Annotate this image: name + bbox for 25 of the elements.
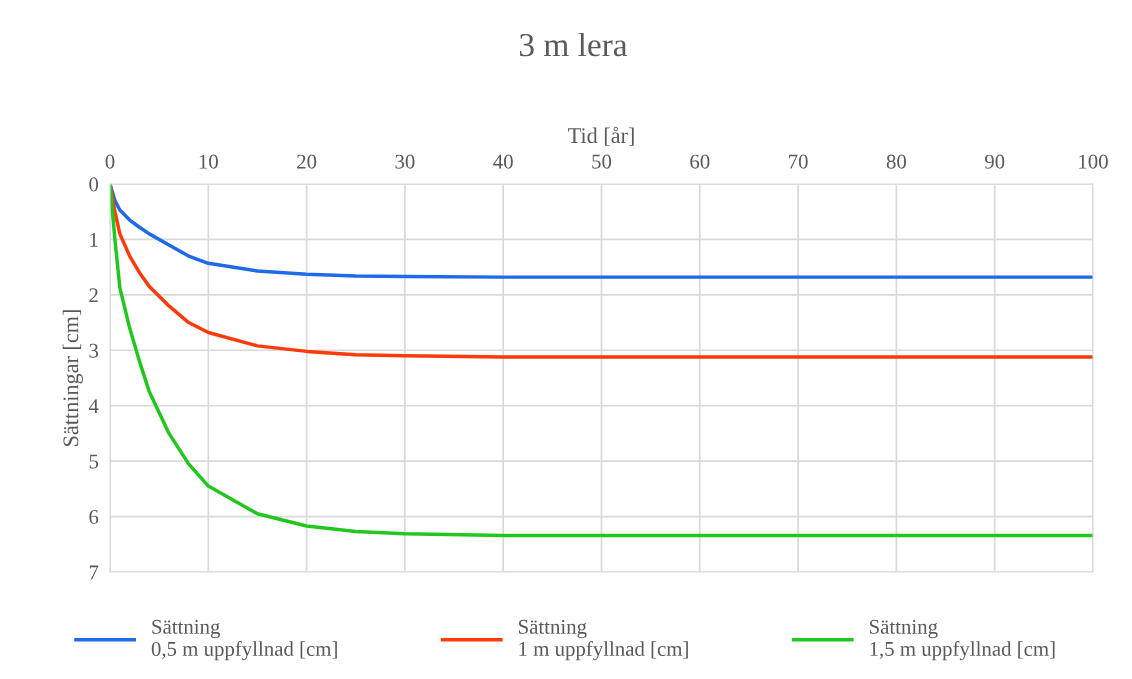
- legend-label: Sättning 1,5 m uppfyllnad [cm]: [869, 619, 1055, 661]
- x-tick-label: 80: [886, 154, 907, 169]
- x-tick-label: 60: [690, 154, 710, 169]
- y-tick-label: 2: [89, 288, 98, 303]
- x-tick-label: 10: [199, 154, 218, 169]
- x-tick-label: 20: [297, 154, 317, 169]
- x-tick-label: 0: [105, 154, 115, 169]
- x-tick-label: 100: [1079, 154, 1108, 169]
- legend-label: Sättning 0,5 m uppfyllnad [cm]: [151, 619, 337, 661]
- y-tick-label: 6: [89, 510, 99, 524]
- y-axis-title: Sättningar [cm]: [62, 310, 83, 446]
- legend-label: Sättning 1 m uppfyllnad [cm]: [518, 619, 688, 661]
- y-tick-label: 4: [88, 399, 99, 413]
- x-tick-label: 30: [395, 154, 415, 169]
- x-tick-label: 90: [984, 154, 1005, 169]
- y-tick-label: 1: [90, 232, 98, 247]
- chart-title: 3 m lera: [519, 32, 628, 57]
- x-axis-title: Tid [år]: [568, 126, 634, 146]
- x-tick-label: 40: [493, 154, 513, 169]
- x-tick-label: 50: [592, 154, 612, 169]
- x-tick-label: 70: [789, 154, 808, 169]
- y-tick-label: 7: [89, 565, 99, 580]
- y-tick-label: 3: [89, 343, 99, 358]
- y-tick-label: 5: [89, 454, 99, 469]
- y-tick-label: 0: [89, 177, 99, 192]
